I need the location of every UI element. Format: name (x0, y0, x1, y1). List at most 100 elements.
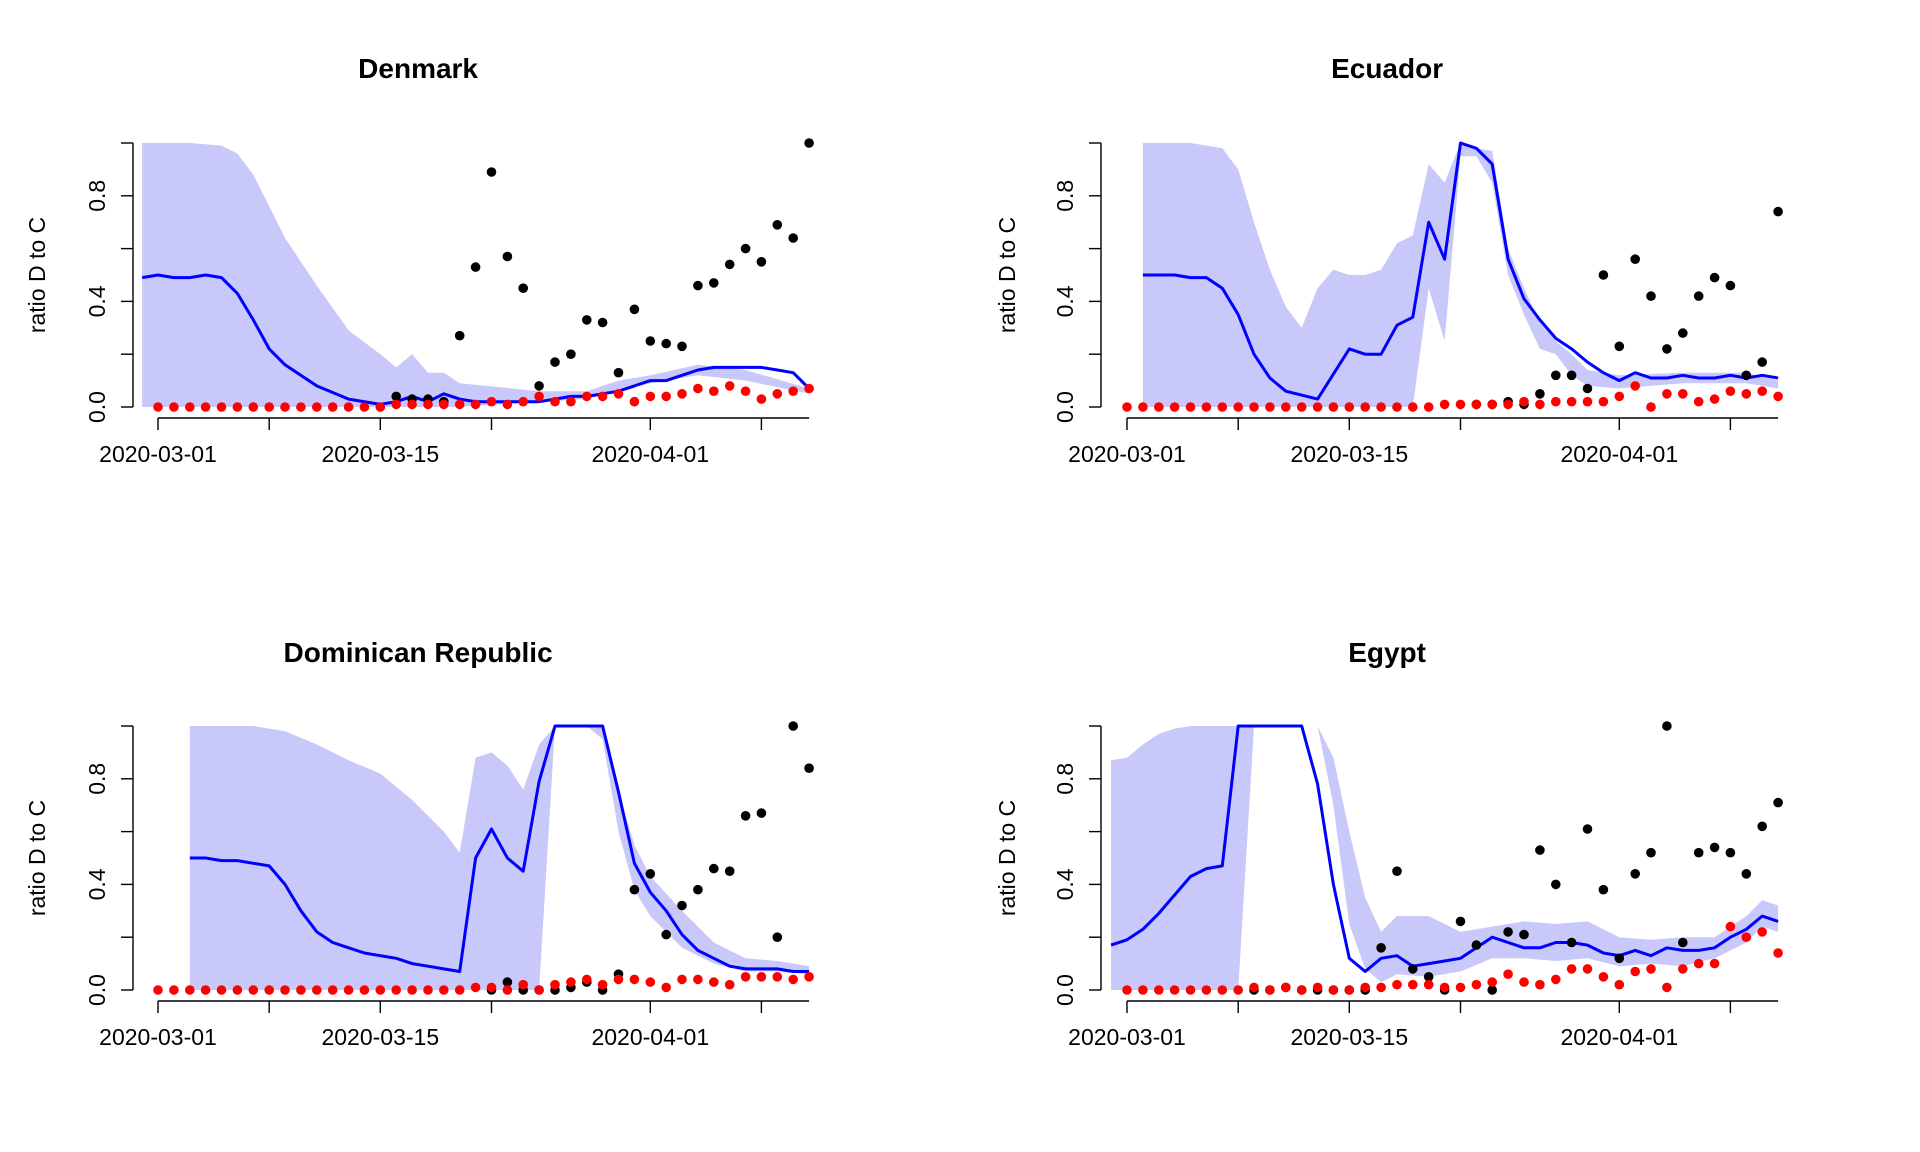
observed-point (772, 220, 783, 230)
baseline-point (1185, 402, 1196, 412)
baseline-point (391, 399, 402, 410)
baseline-point (1217, 985, 1228, 995)
baseline-point (454, 399, 465, 410)
baseline-point (1122, 402, 1132, 412)
baseline-point (185, 402, 195, 412)
baseline-point (1455, 399, 1466, 410)
baseline-point (1503, 969, 1513, 979)
confidence-band (1142, 143, 1779, 407)
baseline-point (518, 979, 528, 990)
baseline-point (1439, 982, 1450, 993)
observed-point (1423, 972, 1434, 982)
baseline-point (1693, 958, 1704, 969)
baseline-point (248, 402, 259, 412)
baseline-point (1678, 964, 1688, 974)
baseline-point (1344, 402, 1355, 412)
baseline-point (1281, 402, 1291, 412)
baseline-point (1154, 985, 1164, 995)
observed-point (1519, 929, 1529, 940)
observed-point (582, 315, 592, 325)
baseline-point (597, 391, 608, 402)
observed-point (693, 884, 703, 895)
baseline-point (1138, 985, 1148, 995)
baseline-point (804, 383, 814, 394)
observed-point (1376, 943, 1386, 953)
baseline-point (439, 399, 449, 410)
baseline-point (1757, 927, 1767, 937)
y-axis-label: ratio D to C (24, 217, 50, 333)
observed-point (1566, 370, 1577, 381)
baseline-point (740, 386, 751, 397)
observed-point (740, 243, 751, 254)
observed-point (804, 763, 814, 773)
baseline-point (439, 985, 449, 995)
baseline-point (1662, 982, 1672, 993)
baseline-point (1693, 396, 1704, 407)
baseline-point (1503, 399, 1513, 410)
x-tick-label: 2020-03-01 (99, 441, 217, 467)
observed-point (518, 283, 528, 294)
observed-point (1582, 824, 1593, 834)
observed-point (1725, 280, 1736, 291)
baseline-point (613, 389, 624, 399)
y-tick-label: 0.4 (1052, 868, 1078, 900)
observed-point (629, 884, 640, 895)
baseline-point (645, 391, 656, 402)
baseline-point (1709, 394, 1720, 404)
y-tick-label: 0.0 (84, 974, 110, 1006)
baseline-point (788, 386, 798, 397)
baseline-point (582, 974, 592, 985)
baseline-point (1582, 396, 1593, 407)
chart-title: Denmark (358, 53, 478, 84)
chart-panel: Dominican Republic ratio D to C 0.0 0.4 0.8 2… (24, 637, 814, 1050)
baseline-point (470, 399, 481, 410)
baseline-point (677, 974, 687, 985)
baseline-point (1154, 402, 1164, 412)
baseline-point (327, 402, 338, 412)
baseline-point (772, 389, 783, 399)
baseline-point (153, 985, 163, 995)
baseline-point (788, 974, 798, 985)
baseline-point (1566, 396, 1577, 407)
observed-point (550, 357, 560, 367)
observed-point (756, 257, 767, 267)
baseline-point (1662, 389, 1672, 399)
x-tick-label: 2020-03-15 (1290, 441, 1408, 467)
y-axis-label: ratio D to C (994, 217, 1020, 333)
baseline-point (1614, 979, 1625, 990)
observed-point (597, 317, 608, 328)
baseline-point (1614, 391, 1625, 402)
observed-point (1471, 940, 1482, 950)
baseline-point (264, 402, 275, 412)
baseline-point (1471, 979, 1482, 990)
baseline-point (312, 985, 322, 995)
baseline-point (1249, 982, 1259, 993)
observed-point (645, 336, 656, 346)
x-tick-label: 2020-03-01 (99, 1024, 217, 1050)
observed-point (788, 233, 798, 243)
baseline-point (486, 982, 497, 993)
observed-point (645, 869, 656, 879)
observed-point (1551, 879, 1561, 890)
observed-point (1757, 357, 1767, 367)
baseline-point (677, 389, 687, 399)
baseline-point (1281, 982, 1291, 993)
observed-point (1646, 847, 1656, 858)
baseline-point (1122, 985, 1132, 995)
observed-point (1678, 328, 1688, 338)
baseline-point (1312, 982, 1323, 993)
baseline-point (1630, 381, 1640, 391)
fit-line (189, 724, 810, 973)
chart-title: Ecuador (1331, 53, 1443, 84)
baseline-point (1265, 402, 1275, 412)
observed-point (1741, 370, 1752, 381)
baseline-point (454, 985, 465, 995)
y-axis-label: ratio D to C (24, 800, 50, 916)
baseline-point (1296, 985, 1307, 995)
baseline-point (169, 985, 179, 995)
x-tick-label: 2020-04-01 (591, 1024, 709, 1050)
baseline-point (1566, 964, 1577, 974)
observed-point (740, 811, 751, 821)
observed-point (566, 349, 576, 360)
